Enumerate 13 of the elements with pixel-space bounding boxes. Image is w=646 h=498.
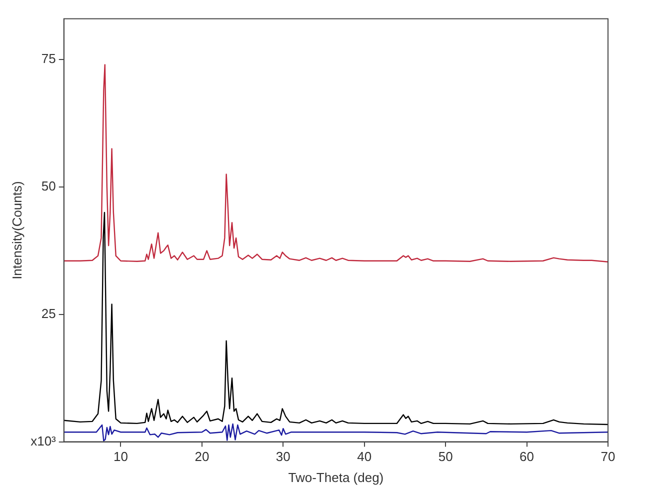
x-tick-label: 50 [438,449,453,464]
x-tick-label: 10 [114,449,128,464]
x-tick-label: 40 [357,449,372,464]
x-tick-label: 70 [600,449,616,464]
x-tick-label: 60 [520,449,534,464]
x-axis-title: Two-Theta (deg) [288,470,384,485]
y-tick-label: 75 [41,51,56,66]
y-axis-title: Intensity(Counts) [9,181,24,280]
y-tick-label: x10³ [30,433,57,448]
x-tick-label: 30 [276,449,290,464]
y-tick-label: 50 [41,178,56,194]
x-tick-label: 20 [194,449,210,464]
y-tick-label: 25 [41,306,56,321]
